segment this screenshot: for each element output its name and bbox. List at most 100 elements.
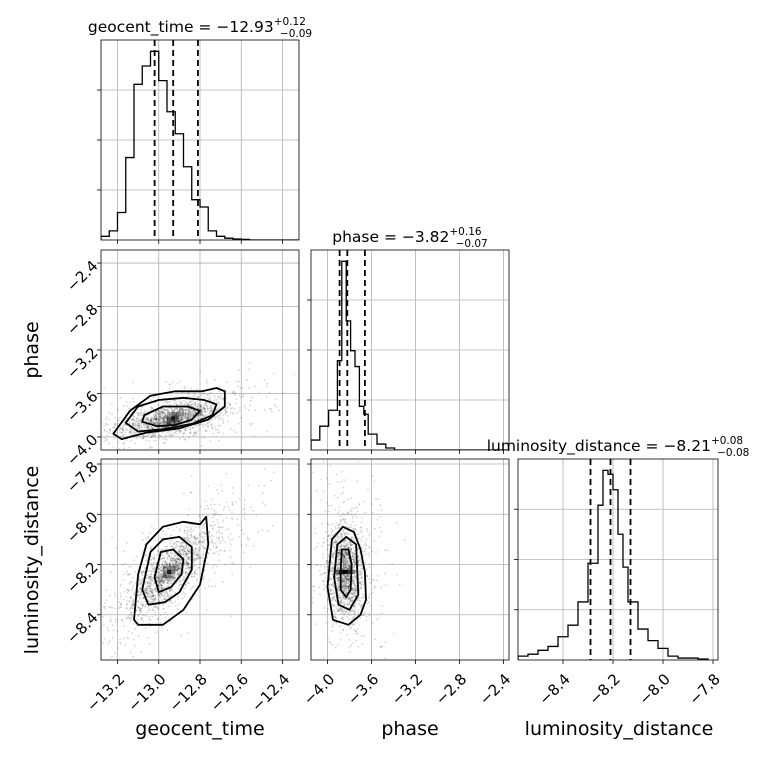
sample-point (174, 399, 177, 402)
sample-point (208, 540, 211, 543)
sample-point (187, 426, 190, 429)
sample-point (188, 428, 191, 431)
sample-point (123, 424, 125, 426)
sample-point (189, 552, 192, 554)
sample-point (197, 405, 200, 408)
sample-point (179, 408, 182, 410)
sample-point (179, 559, 182, 561)
sample-point (176, 417, 179, 420)
sample-point (329, 465, 332, 467)
sample-point (150, 580, 152, 582)
sample-point (170, 599, 173, 602)
sample-point (181, 412, 183, 414)
sample-point (141, 577, 144, 580)
sample-point (178, 420, 181, 423)
sample-point (238, 368, 241, 371)
y-tick-label: −2.8 (63, 300, 101, 338)
sample-point (193, 551, 196, 554)
sample-point (181, 413, 184, 416)
sample-point (173, 421, 176, 423)
sample-point (139, 598, 142, 600)
sample-point (168, 578, 171, 580)
sample-point (164, 412, 167, 415)
sample-point (171, 381, 174, 383)
sample-point (254, 409, 257, 411)
sample-point (176, 409, 179, 412)
sample-point (335, 610, 338, 613)
sample-point (194, 412, 197, 414)
sample-point (211, 409, 214, 412)
sample-point (102, 616, 104, 618)
sample-point (158, 594, 161, 597)
sample-point (353, 584, 356, 587)
sample-point (209, 525, 212, 528)
sample-point (161, 420, 164, 422)
sample-point (179, 553, 182, 555)
sample-point (186, 422, 189, 424)
sample-point (131, 607, 134, 610)
sample-point (322, 553, 325, 556)
sample-point (181, 549, 184, 552)
sample-point (128, 601, 131, 603)
sample-point (367, 555, 370, 558)
sample-point (205, 379, 208, 382)
sample-point (204, 507, 206, 510)
sample-point (160, 572, 163, 575)
sample-point (175, 562, 178, 564)
x-tick-label: −8.2 (585, 670, 623, 708)
sample-point (182, 412, 185, 415)
sample-point (176, 608, 179, 610)
sample-point (154, 417, 157, 420)
sample-point (129, 620, 131, 623)
sample-point (285, 562, 287, 564)
sample-point (209, 405, 212, 408)
sample-point (216, 407, 219, 410)
sample-point (167, 580, 170, 583)
sample-point (179, 411, 182, 414)
sample-point (200, 412, 203, 414)
title-median: −3.82 (402, 228, 450, 246)
sample-point (168, 416, 171, 419)
sample-point (178, 411, 181, 414)
sample-point (182, 404, 185, 406)
sample-point (210, 410, 212, 413)
sample-point (204, 410, 207, 413)
sample-point (191, 586, 193, 589)
sample-point (167, 411, 170, 414)
sample-point (199, 412, 202, 415)
sample-point (171, 575, 174, 578)
sample-point (202, 551, 205, 554)
sample-point (183, 531, 186, 534)
sample-point (187, 436, 190, 439)
sample-point (196, 418, 199, 421)
sample-point (192, 585, 195, 588)
sample-point (148, 440, 151, 442)
sample-point (163, 442, 166, 445)
sample-point (196, 543, 198, 546)
sample-point (173, 402, 176, 405)
sample-point (200, 406, 203, 409)
sample-point (86, 588, 88, 590)
sample-point (179, 548, 182, 551)
sample-point (151, 598, 154, 600)
sample-point (189, 540, 192, 543)
sample-point (228, 509, 231, 512)
sample-point (219, 542, 221, 545)
sample-point (175, 416, 177, 418)
sample-point (171, 576, 174, 579)
sample-point (164, 560, 167, 563)
sample-point (141, 604, 144, 607)
sample-point (202, 545, 205, 547)
sample-point (161, 567, 164, 570)
sample-point (222, 432, 225, 435)
density-cell (175, 561, 180, 566)
sample-point (380, 586, 382, 589)
sample-point (179, 430, 182, 433)
sample-point (175, 526, 178, 529)
sample-point (177, 568, 180, 571)
sample-point (107, 423, 109, 426)
sample-point (222, 422, 225, 425)
sample-point (150, 562, 153, 565)
sample-point (166, 613, 168, 616)
sample-point (148, 419, 150, 421)
